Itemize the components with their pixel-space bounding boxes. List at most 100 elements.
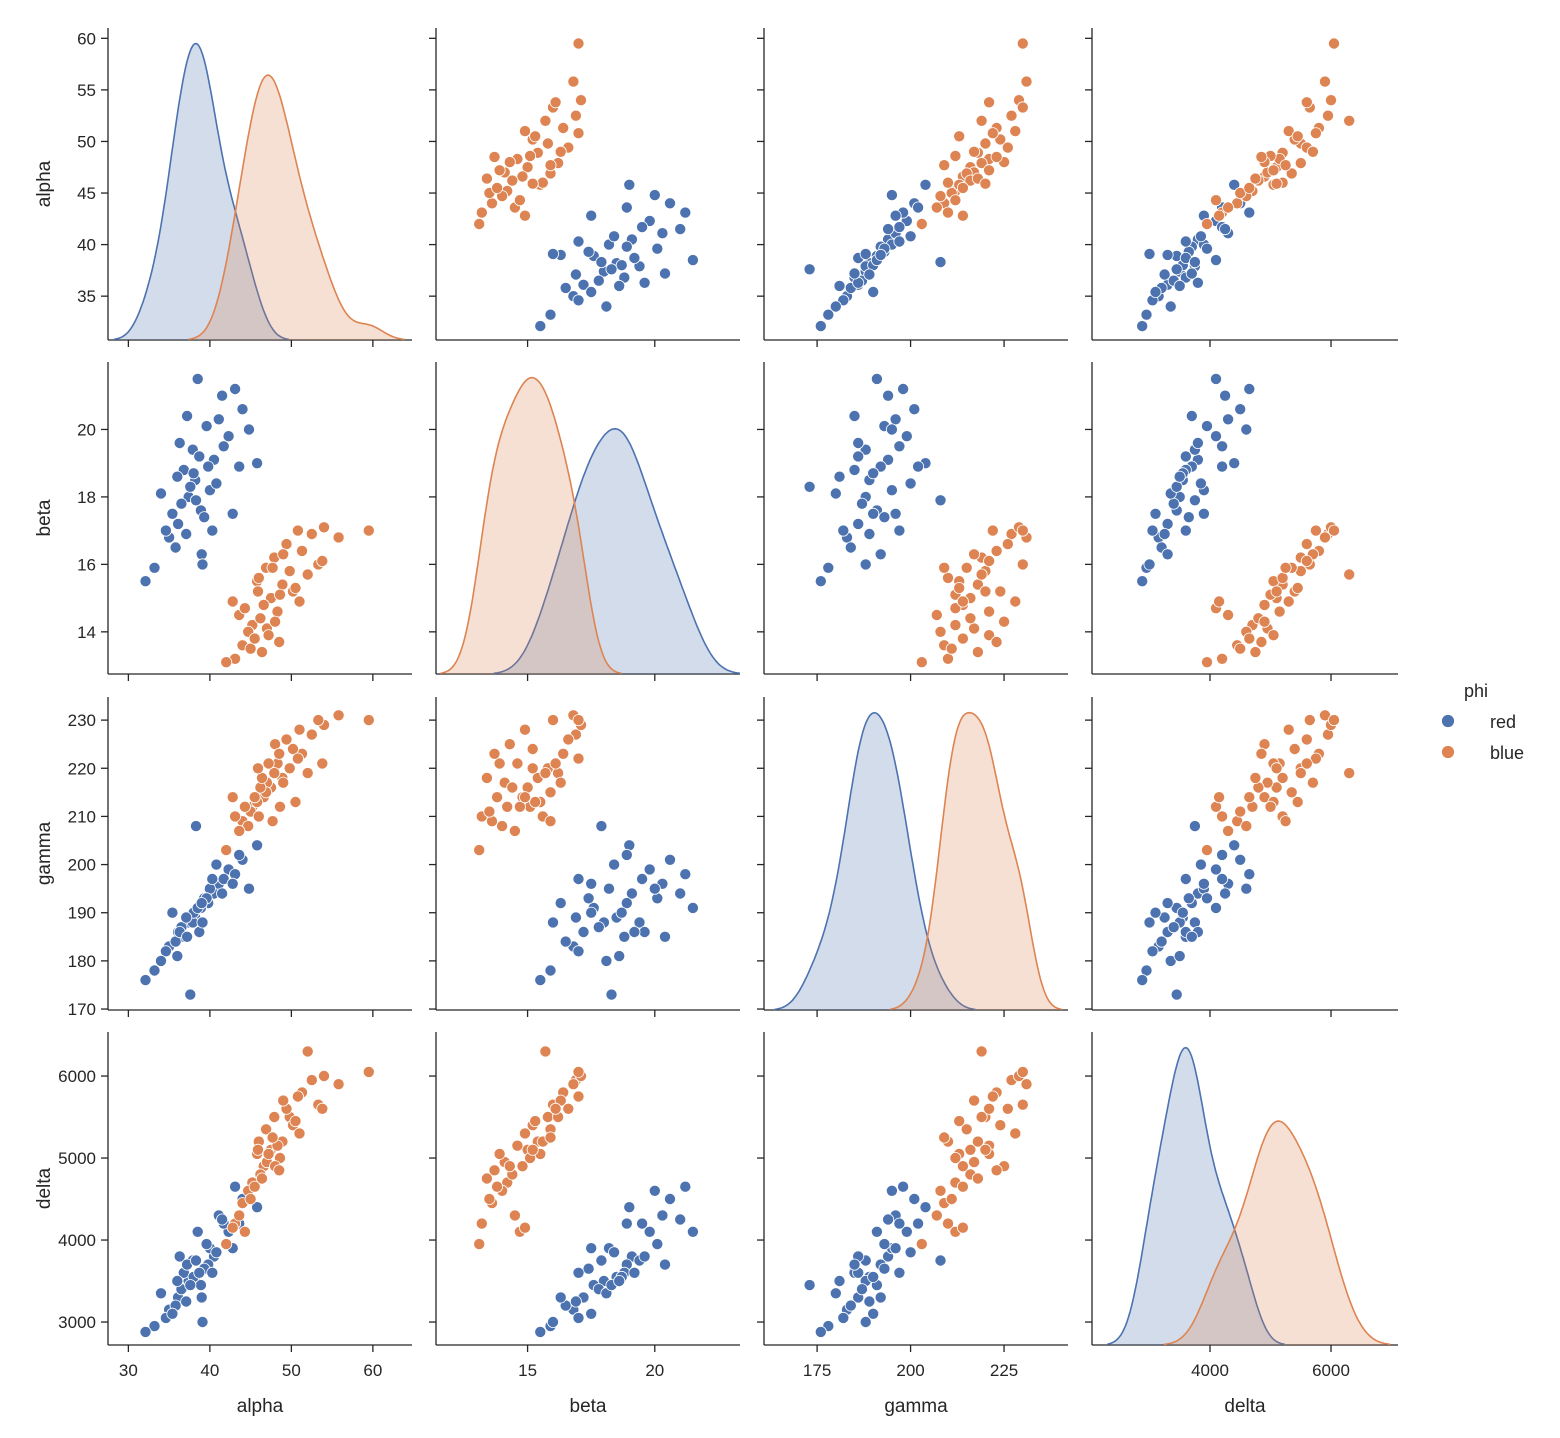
y-tick-label: 170 (68, 1000, 96, 1019)
point-blue (986, 127, 999, 140)
point-blue (1020, 75, 1033, 88)
point-red (934, 494, 947, 507)
point-red (870, 1225, 883, 1238)
point-red (595, 1254, 608, 1267)
point-red (534, 320, 547, 333)
point-blue (945, 642, 958, 655)
point-red (1191, 436, 1204, 449)
point-red (904, 477, 917, 490)
point-red (544, 308, 557, 321)
point-blue (960, 1123, 973, 1136)
point-red (833, 470, 846, 483)
x-tick-label: 200 (896, 1361, 924, 1380)
point-blue (979, 137, 992, 150)
point-blue (1319, 75, 1332, 88)
point-blue (305, 728, 318, 741)
point-blue (276, 578, 289, 591)
point-red (1161, 897, 1174, 910)
y-tick-label: 60 (77, 29, 96, 48)
point-red (863, 268, 876, 281)
point-red (222, 430, 235, 443)
panel-delta-vs-beta: 15 20 beta (429, 1032, 740, 1417)
point-blue (990, 544, 1003, 557)
y-tick-label: 210 (68, 807, 96, 826)
point-red (882, 453, 895, 466)
point-blue (1255, 636, 1268, 649)
point-blue (503, 738, 516, 751)
point-blue (238, 800, 251, 813)
point-red (577, 278, 590, 291)
point-blue (1258, 598, 1271, 611)
point-blue (1300, 555, 1313, 568)
point-red (148, 1320, 161, 1333)
point-blue (266, 815, 279, 828)
point-red (139, 575, 152, 588)
point-blue (305, 528, 318, 541)
point-red (686, 254, 699, 267)
point-red (620, 1217, 633, 1230)
point-red (814, 575, 827, 588)
point-red (585, 209, 598, 222)
point-red (1210, 901, 1223, 914)
point-red (547, 916, 560, 929)
point-blue (291, 1090, 304, 1103)
point-blue (293, 1127, 306, 1140)
point-red (885, 189, 898, 202)
point-blue (516, 170, 529, 183)
point-blue (544, 815, 557, 828)
y-tick-label: 55 (77, 81, 96, 100)
point-red (613, 1275, 626, 1288)
point-red (534, 974, 547, 987)
point-blue (971, 646, 984, 659)
point-red (874, 548, 887, 561)
point-red (1167, 921, 1180, 934)
point-red (226, 507, 239, 520)
point-blue (1234, 805, 1247, 818)
x-axis-label-gamma: gamma (884, 1396, 948, 1417)
point-blue (526, 177, 539, 190)
point-blue (949, 602, 962, 615)
point-red (633, 916, 646, 929)
point-red (648, 1184, 661, 1197)
point-blue (960, 561, 973, 574)
point-red (229, 382, 242, 395)
point-red (1143, 916, 1156, 929)
point-blue (268, 1111, 281, 1124)
point-blue (1222, 824, 1235, 837)
point-red (233, 848, 246, 861)
point-red (620, 240, 633, 253)
point-red (1161, 548, 1174, 561)
point-red (867, 507, 880, 520)
point-red (216, 389, 229, 402)
point-red (216, 1213, 229, 1226)
point-red (242, 882, 255, 895)
x-tick-label: 15 (518, 1361, 537, 1380)
point-red (1243, 382, 1256, 395)
legend-marker-red (1441, 714, 1455, 728)
point-blue (226, 1221, 239, 1234)
point-blue (312, 714, 325, 727)
point-red (171, 950, 184, 963)
point-blue (930, 1209, 943, 1222)
point-red (613, 279, 626, 292)
point-red (829, 1287, 842, 1300)
point-red (859, 247, 872, 260)
panel-gamma-vs-delta (1085, 697, 1398, 1017)
point-red (1240, 882, 1253, 895)
point-red (897, 1180, 910, 1193)
point-red (154, 954, 167, 967)
point-blue (1249, 771, 1262, 784)
y-tick-label: 3000 (58, 1313, 96, 1332)
point-red (200, 420, 213, 433)
point-red (1167, 497, 1180, 510)
point-red (852, 517, 865, 530)
point-red (572, 1266, 585, 1279)
point-blue (1234, 186, 1247, 199)
point-red (1179, 450, 1192, 463)
point-blue (1282, 723, 1295, 736)
point-blue (1328, 37, 1341, 50)
point-blue (252, 810, 265, 823)
point-blue (248, 1180, 261, 1193)
point-red (251, 839, 264, 852)
